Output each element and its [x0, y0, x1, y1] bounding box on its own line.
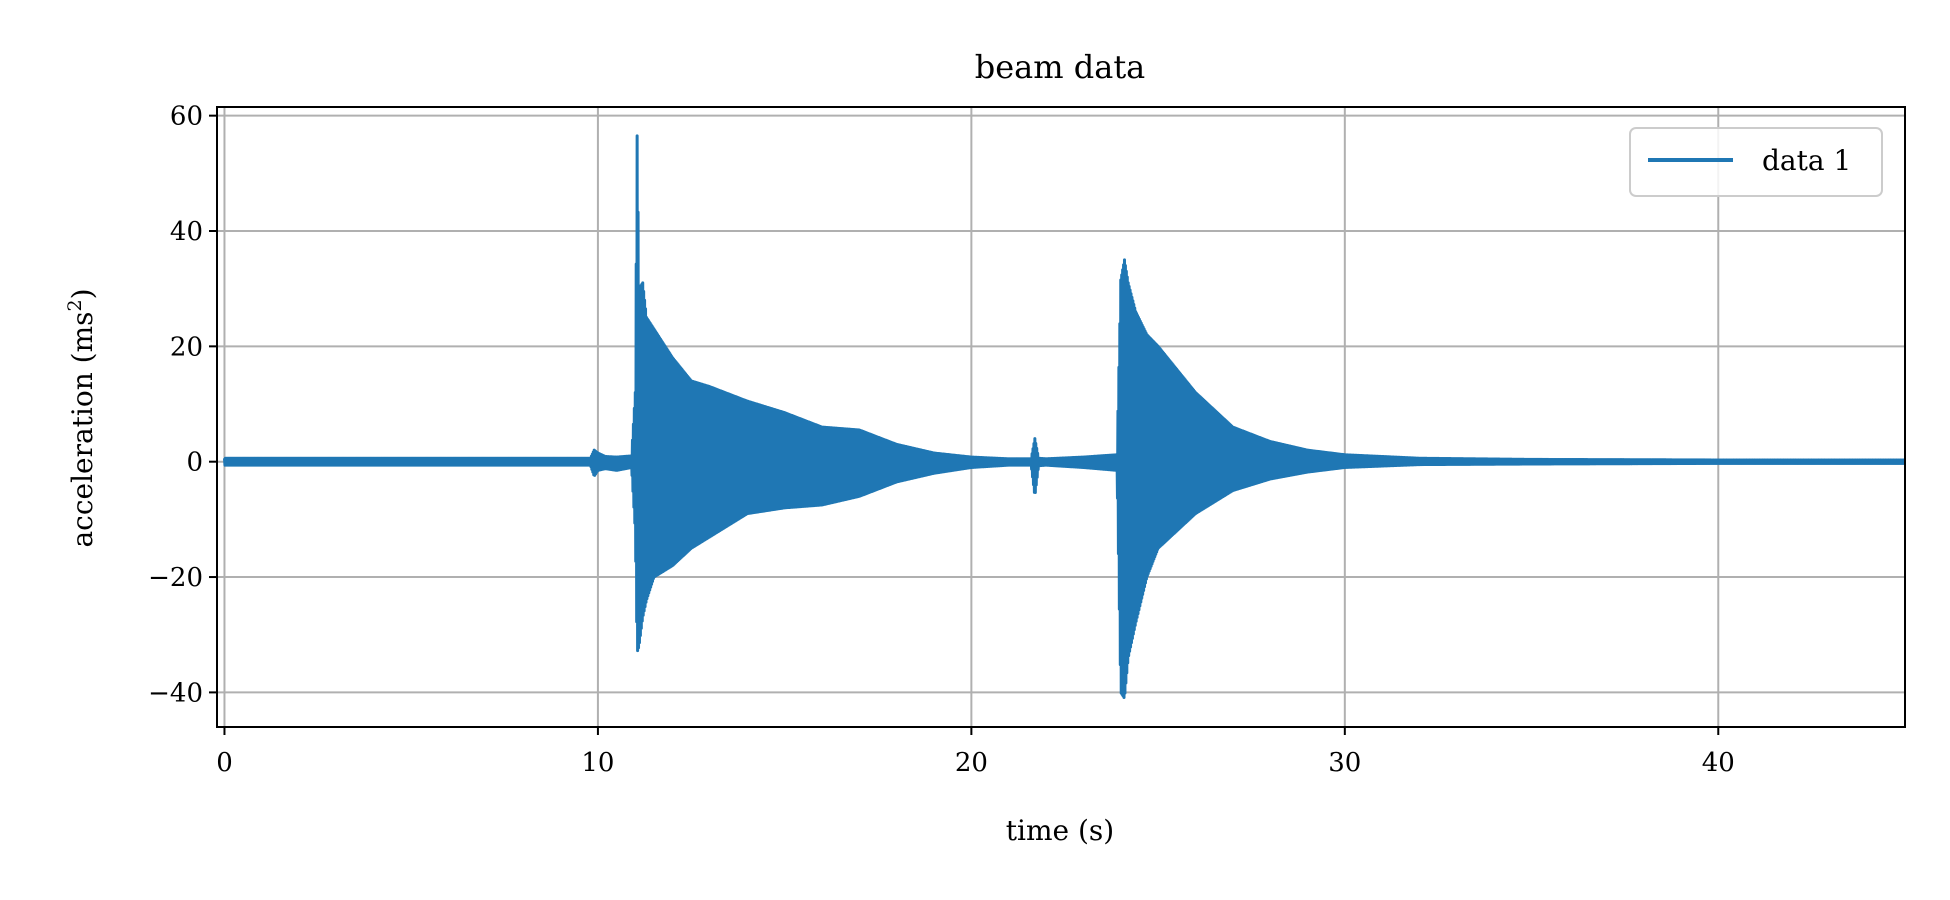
legend: data 1 — [1629, 127, 1883, 197]
y-tick-label: −40 — [148, 678, 203, 708]
y-axis: −40 −20 0 20 40 60 — [148, 102, 217, 708]
y-tick-label: −20 — [148, 563, 203, 593]
x-tick-label: 40 — [1702, 748, 1735, 778]
y-axis-label-main: acceleration (ms — [66, 311, 99, 547]
plot-frame — [216, 106, 1906, 728]
chart-title: beam data — [975, 48, 1146, 86]
series-line-data-1 — [222, 134, 1905, 699]
plot-area — [222, 134, 1905, 699]
x-tick-label: 20 — [955, 748, 988, 778]
y-tick-label: 20 — [170, 332, 203, 362]
y-tick-label: 40 — [170, 217, 203, 247]
y-axis-label-end: ) — [66, 288, 99, 299]
y-tick-label: 60 — [170, 102, 203, 132]
x-axis: 0 10 20 30 40 — [216, 727, 1735, 778]
x-tick-label: 0 — [216, 748, 233, 778]
y-tick-label: 0 — [186, 448, 203, 478]
legend-label: data 1 — [1762, 144, 1851, 177]
x-tick-label: 10 — [581, 748, 614, 778]
x-tick-label: 30 — [1328, 748, 1361, 778]
x-axis-label: time (s) — [1006, 814, 1114, 847]
y-axis-label: acceleration (ms2) — [64, 288, 99, 547]
y-axis-label-superscript: 2 — [64, 299, 86, 311]
legend-box — [1629, 127, 1883, 197]
